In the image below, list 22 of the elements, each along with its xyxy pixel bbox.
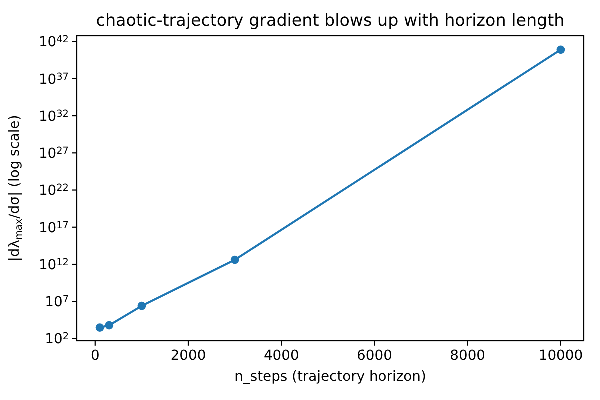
y-tick-label: 10$^{37}$ (38, 71, 69, 88)
y-tick-label: 10$^{42}$ (38, 34, 69, 51)
x-tick-label: 0 (90, 348, 100, 364)
x-axis-title: n_steps (trajectory horizon) (234, 369, 426, 385)
point (105, 321, 114, 330)
y-tick-label: 10$^{17}$ (38, 220, 69, 236)
point (138, 302, 146, 310)
point (556, 46, 566, 54)
y-tick-label: 10$^{7}$ (45, 294, 69, 311)
x-tick-label: 10000 (538, 348, 584, 364)
x-tick-label: 8000 (450, 348, 486, 364)
x-tick-label: 6000 (357, 348, 392, 364)
y-tick-label: 10$^{22}$ (38, 182, 69, 200)
y-tick-label: 10$^{32}$ (38, 108, 69, 125)
y-tick-label: 10$^{27}$ (38, 146, 69, 162)
point (230, 256, 240, 264)
y-tick-label: 10$^{12}$ (38, 256, 69, 274)
x-tick-label: 4000 (264, 348, 300, 364)
y-tick-label: 10$^{2}$ (45, 331, 69, 348)
x-tick-label: 2000 (170, 348, 206, 364)
point (96, 324, 104, 332)
chart-title: chaotic-trajectory gradient blows up with horizon length (96, 11, 565, 30)
